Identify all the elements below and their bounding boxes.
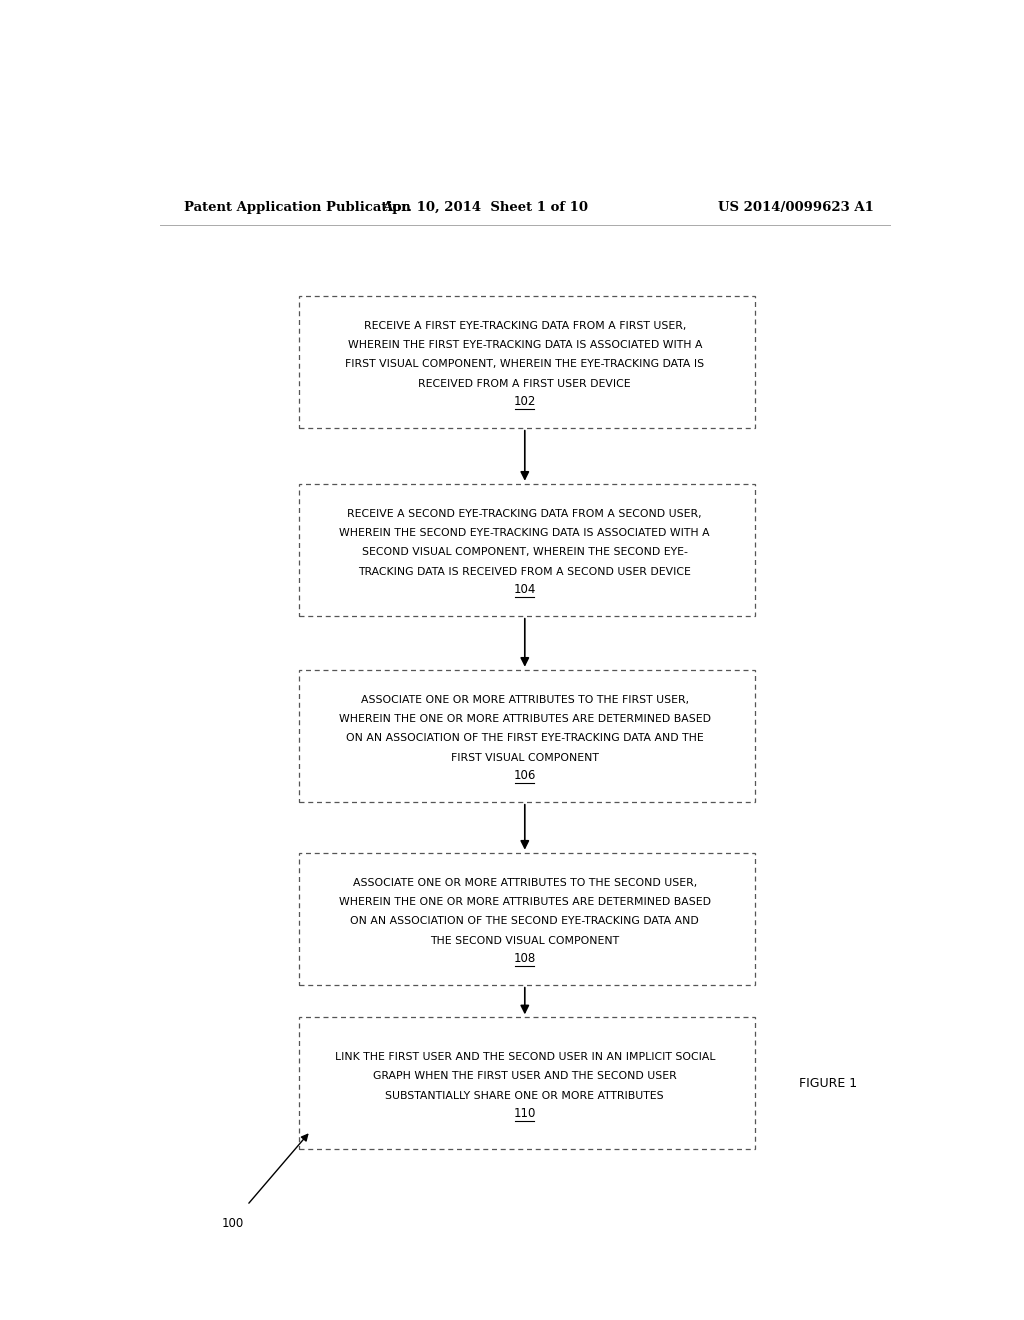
Text: 100: 100 [221,1217,244,1230]
Text: THE SECOND VISUAL COMPONENT: THE SECOND VISUAL COMPONENT [430,936,620,945]
FancyBboxPatch shape [299,483,755,615]
Text: GRAPH WHEN THE FIRST USER AND THE SECOND USER: GRAPH WHEN THE FIRST USER AND THE SECOND… [373,1072,677,1081]
Text: SECOND VISUAL COMPONENT, WHEREIN THE SECOND EYE-: SECOND VISUAL COMPONENT, WHEREIN THE SEC… [361,548,688,557]
Text: LINK THE FIRST USER AND THE SECOND USER IN AN IMPLICIT SOCIAL: LINK THE FIRST USER AND THE SECOND USER … [335,1052,715,1061]
Text: 104: 104 [514,583,536,597]
Text: RECEIVE A FIRST EYE-TRACKING DATA FROM A FIRST USER,: RECEIVE A FIRST EYE-TRACKING DATA FROM A… [364,321,686,330]
Text: WHEREIN THE ONE OR MORE ATTRIBUTES ARE DETERMINED BASED: WHEREIN THE ONE OR MORE ATTRIBUTES ARE D… [339,896,711,907]
FancyBboxPatch shape [299,1018,755,1150]
Text: Patent Application Publication: Patent Application Publication [183,201,411,214]
Text: ASSOCIATE ONE OR MORE ATTRIBUTES TO THE SECOND USER,: ASSOCIATE ONE OR MORE ATTRIBUTES TO THE … [352,878,697,887]
FancyBboxPatch shape [299,296,755,428]
Text: 108: 108 [514,952,536,965]
Text: TRACKING DATA IS RECEIVED FROM A SECOND USER DEVICE: TRACKING DATA IS RECEIVED FROM A SECOND … [358,566,691,577]
Text: WHEREIN THE ONE OR MORE ATTRIBUTES ARE DETERMINED BASED: WHEREIN THE ONE OR MORE ATTRIBUTES ARE D… [339,714,711,723]
Text: FIRST VISUAL COMPONENT, WHEREIN THE EYE-TRACKING DATA IS: FIRST VISUAL COMPONENT, WHEREIN THE EYE-… [345,359,705,370]
Text: 102: 102 [514,395,536,408]
Text: ON AN ASSOCIATION OF THE FIRST EYE-TRACKING DATA AND THE: ON AN ASSOCIATION OF THE FIRST EYE-TRACK… [346,733,703,743]
Text: WHEREIN THE SECOND EYE-TRACKING DATA IS ASSOCIATED WITH A: WHEREIN THE SECOND EYE-TRACKING DATA IS … [340,528,710,539]
Text: WHEREIN THE FIRST EYE-TRACKING DATA IS ASSOCIATED WITH A: WHEREIN THE FIRST EYE-TRACKING DATA IS A… [347,341,702,350]
Text: 110: 110 [514,1107,536,1121]
FancyBboxPatch shape [299,853,755,985]
Text: Apr. 10, 2014  Sheet 1 of 10: Apr. 10, 2014 Sheet 1 of 10 [382,201,588,214]
Text: FIRST VISUAL COMPONENT: FIRST VISUAL COMPONENT [451,752,599,763]
Text: 106: 106 [514,770,536,783]
Text: US 2014/0099623 A1: US 2014/0099623 A1 [718,201,873,214]
FancyBboxPatch shape [299,669,755,801]
Text: RECEIVE A SECOND EYE-TRACKING DATA FROM A SECOND USER,: RECEIVE A SECOND EYE-TRACKING DATA FROM … [347,508,702,519]
Text: SUBSTANTIALLY SHARE ONE OR MORE ATTRIBUTES: SUBSTANTIALLY SHARE ONE OR MORE ATTRIBUT… [385,1090,665,1101]
Text: FIGURE 1: FIGURE 1 [799,1077,857,1090]
Text: RECEIVED FROM A FIRST USER DEVICE: RECEIVED FROM A FIRST USER DEVICE [419,379,631,388]
Text: ON AN ASSOCIATION OF THE SECOND EYE-TRACKING DATA AND: ON AN ASSOCIATION OF THE SECOND EYE-TRAC… [350,916,699,927]
Text: ASSOCIATE ONE OR MORE ATTRIBUTES TO THE FIRST USER,: ASSOCIATE ONE OR MORE ATTRIBUTES TO THE … [360,694,689,705]
